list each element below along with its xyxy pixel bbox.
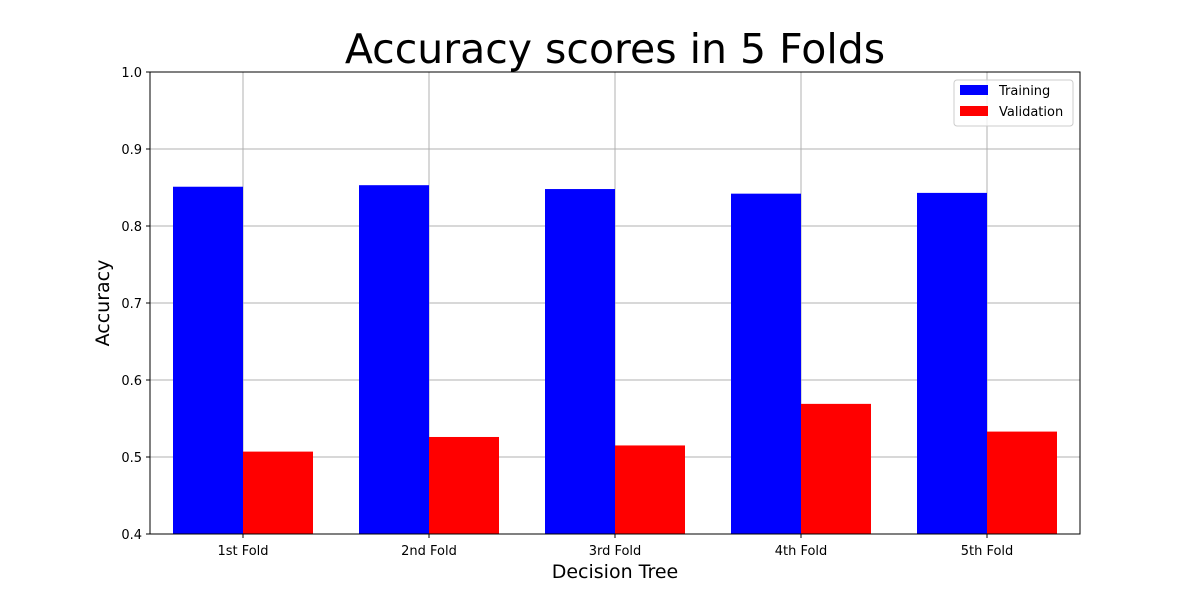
legend: Training Validation <box>953 79 1074 127</box>
bar-training-1 <box>173 186 243 535</box>
legend-swatch-validation <box>960 106 988 116</box>
bar-validation-3 <box>615 445 685 534</box>
plot-frame <box>149 71 1081 535</box>
bar-validation-2 <box>429 436 499 534</box>
x-tick-label: 3rd Fold <box>589 544 642 559</box>
y-tick-label: 0.7 <box>121 297 142 312</box>
y-tick-label: 0.4 <box>121 528 142 543</box>
y-tick-label: 1.0 <box>121 66 142 81</box>
bar-validation-4 <box>801 403 871 534</box>
bar-training-5 <box>917 192 987 534</box>
bar-validation-5 <box>987 431 1057 534</box>
x-tick-label: 1st Fold <box>217 544 268 559</box>
axes <box>146 71 1081 538</box>
bar-training-4 <box>731 193 801 534</box>
y-tick-label: 0.6 <box>121 374 142 389</box>
bar-training-2 <box>359 185 429 534</box>
legend-swatch-training <box>960 85 988 95</box>
tick-labels: 0.4 0.5 0.6 0.7 0.8 0.9 1.0 1st Fold 2nd Fold 3rd… <box>121 66 1013 559</box>
y-axis-label: Accuracy <box>92 260 114 347</box>
x-tick-label: 5th Fold <box>961 544 1014 559</box>
legend-label-training: Training <box>998 84 1050 99</box>
y-tick-label: 0.5 <box>121 451 142 466</box>
bar-validation-1 <box>243 451 313 534</box>
x-tick-label: 2nd Fold <box>401 544 457 559</box>
legend-label-validation: Validation <box>999 105 1063 120</box>
chart-title: Accuracy scores in 5 Folds <box>345 25 885 73</box>
bar-training-3 <box>545 189 615 535</box>
y-tick-label: 0.9 <box>121 143 142 158</box>
x-tick-label: 4th Fold <box>775 544 828 559</box>
x-axis-label: Decision Tree <box>552 561 679 583</box>
y-tick-label: 0.8 <box>121 220 142 235</box>
bars <box>173 185 1057 535</box>
